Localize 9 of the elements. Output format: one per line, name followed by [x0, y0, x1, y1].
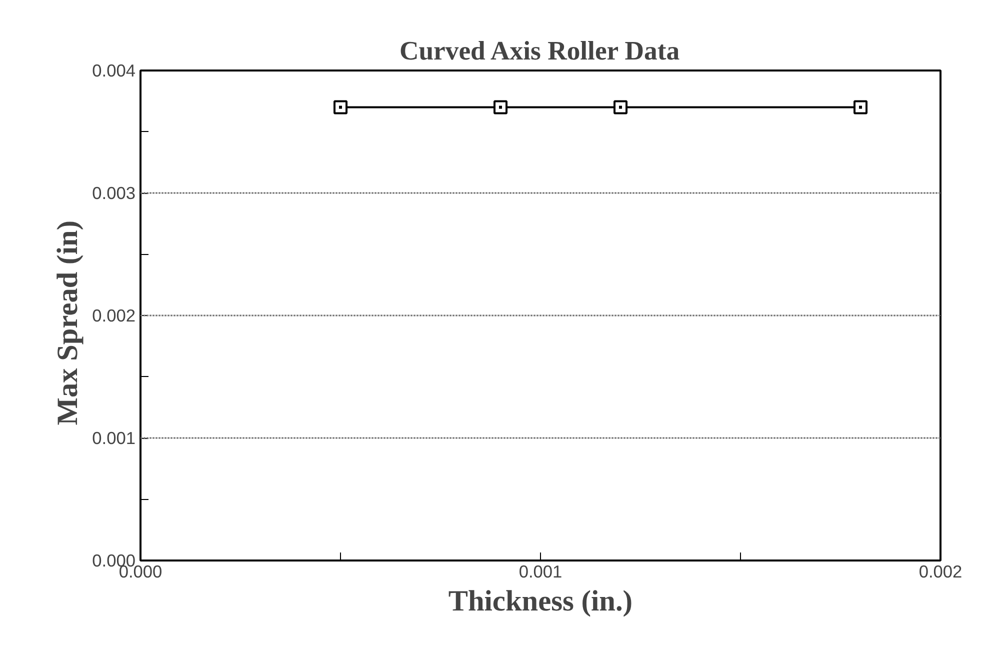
y-tick-label: 0.001: [92, 428, 136, 448]
y-tick-label: 0.003: [92, 183, 136, 203]
x-tick-label: 0.001: [518, 562, 562, 582]
chart-title: Curved Axis Roller Data: [399, 36, 680, 66]
x-axis-title: Thickness (in.): [448, 586, 633, 618]
y-tick-label: 0.004: [92, 60, 136, 80]
x-tick-label: 0.002: [918, 562, 962, 582]
y-axis-title: Max Spread (in): [52, 220, 84, 426]
y-tick-label: 0.002: [92, 306, 136, 326]
